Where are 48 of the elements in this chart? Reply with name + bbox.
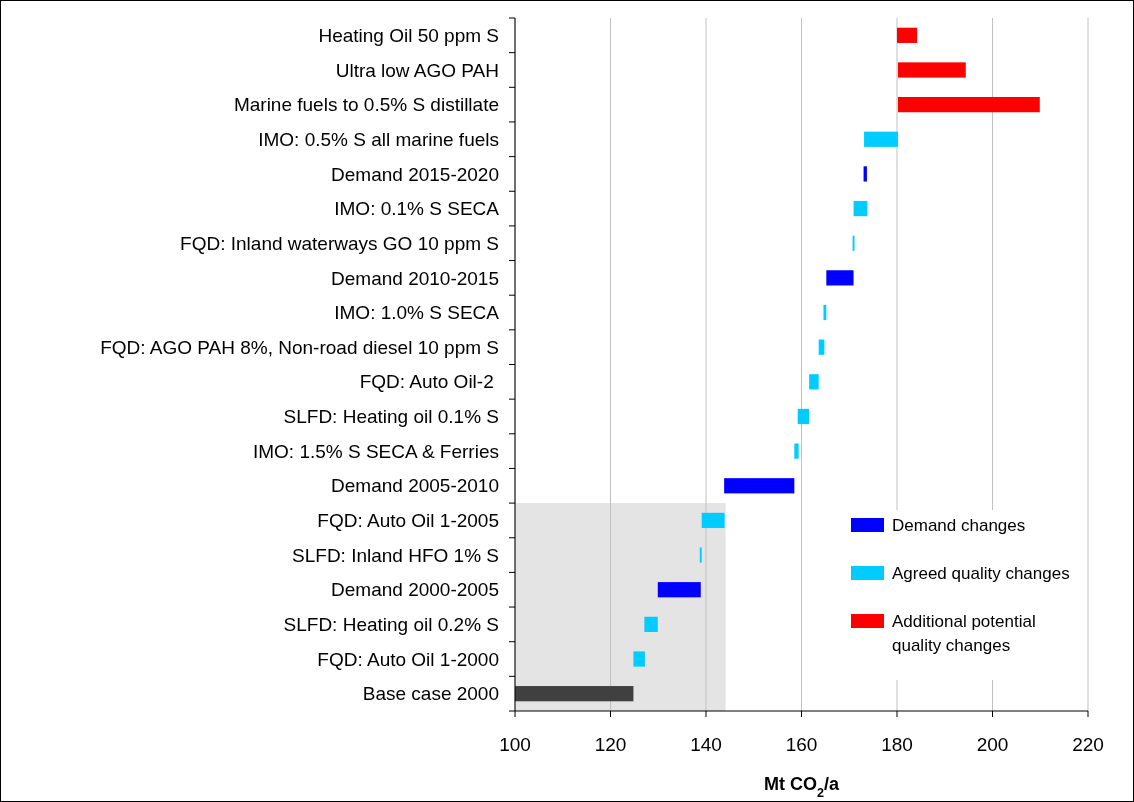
x-tick-label: 100 xyxy=(499,734,531,755)
y-tick-label: IMO: 0.5% S all marine fuels xyxy=(258,128,499,150)
x-tick-label: 220 xyxy=(1072,734,1104,755)
bar xyxy=(701,512,725,529)
x-tick-label: 200 xyxy=(976,734,1009,755)
legend-label: Demand changes xyxy=(892,516,1026,535)
bar xyxy=(809,374,819,390)
y-tick-label: Base case 2000 xyxy=(362,683,499,705)
y-tick-label: SLFD: Heating oil 0.1% S xyxy=(283,406,499,428)
bar xyxy=(897,27,918,43)
bar xyxy=(826,270,854,286)
legend-label: Additional potential quality changes xyxy=(892,612,1036,655)
x-tick-label: 180 xyxy=(881,734,913,755)
y-tick-label: FQD: Auto Oil 1-2005 xyxy=(317,510,499,532)
y-tick-label: SLFD: Heating oil 0.2% S xyxy=(283,614,499,636)
bar xyxy=(853,200,868,217)
x-tick-label: 120 xyxy=(594,734,627,755)
y-tick-label: Demand 2010-2015 xyxy=(331,267,499,289)
y-tick-label: IMO: 0.1% S SECA xyxy=(334,198,500,220)
y-tick-label: Ultra low AGO PAH xyxy=(335,59,499,81)
bar xyxy=(515,686,634,702)
bar xyxy=(657,582,701,598)
bar xyxy=(864,131,898,147)
x-tick-label: 160 xyxy=(785,734,818,755)
bar xyxy=(724,478,795,494)
y-tick-label: FQD: Inland waterways GO 10 ppm S xyxy=(180,232,499,254)
y-tick-label: Marine fuels to 0.5% S distillate xyxy=(233,94,499,116)
bar xyxy=(644,616,658,632)
y-tick-label: IMO: 1.0% S SECA xyxy=(334,302,500,324)
y-tick-label: FQD: AGO PAH 8%, Non-road diesel 10 ppm S xyxy=(100,336,499,358)
y-tick-label: Demand 2005-2010 xyxy=(331,475,499,497)
bar xyxy=(897,97,1040,113)
bar xyxy=(797,408,810,425)
legend-label: Agreed quality changes xyxy=(892,564,1070,583)
y-tick-label: Demand 2015-2020 xyxy=(331,163,499,185)
y-tick-label: FQD: Auto Oil-2 xyxy=(359,371,499,393)
y-tick-label: FQD: Auto Oil 1-2000 xyxy=(317,648,499,670)
bar xyxy=(897,62,966,78)
y-tick-label: IMO: 1.5% S SECA & Ferries xyxy=(252,440,499,462)
x-tick-label: 140 xyxy=(690,734,722,755)
y-tick-label: Demand 2000-2005 xyxy=(331,579,499,601)
bar xyxy=(823,304,827,321)
x-axis-title: Mt CO$_{2}$/a xyxy=(763,774,840,800)
y-tick-label: Heating Oil 50 ppm S xyxy=(318,24,499,46)
bar xyxy=(863,166,867,182)
bar xyxy=(794,443,799,459)
bar xyxy=(633,651,645,667)
y-tick-label: SLFD: Inland HFO 1% S xyxy=(292,544,499,566)
